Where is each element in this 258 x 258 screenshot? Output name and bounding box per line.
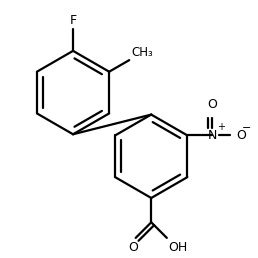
- Text: O: O: [237, 129, 246, 142]
- Text: −: −: [242, 123, 252, 133]
- Text: $\mathregular{N}$: $\mathregular{N}$: [207, 129, 217, 142]
- Text: O: O: [128, 241, 138, 254]
- Text: OH: OH: [168, 241, 188, 254]
- Text: F: F: [69, 14, 77, 27]
- Text: +: +: [217, 122, 225, 132]
- Text: CH₃: CH₃: [131, 46, 153, 59]
- Text: O: O: [207, 98, 217, 111]
